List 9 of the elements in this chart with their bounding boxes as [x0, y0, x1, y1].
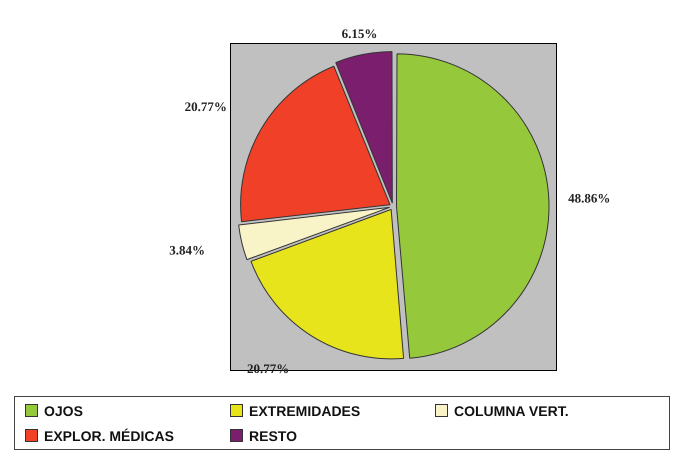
legend-label: RESTO — [249, 428, 297, 444]
data-label: 6.15% — [342, 26, 378, 41]
data-label: 3.84% — [169, 242, 205, 258]
legend-label: OJOS — [44, 402, 83, 418]
legend-label: COLUMNA VERT. — [454, 402, 569, 418]
legend-label: EXPLOR. MÉDICAS — [44, 428, 174, 444]
legend-label: EXTREMIDADES — [249, 402, 360, 418]
data-label: 48.86% — [568, 190, 610, 206]
data-label: 20.77% — [184, 99, 227, 114]
